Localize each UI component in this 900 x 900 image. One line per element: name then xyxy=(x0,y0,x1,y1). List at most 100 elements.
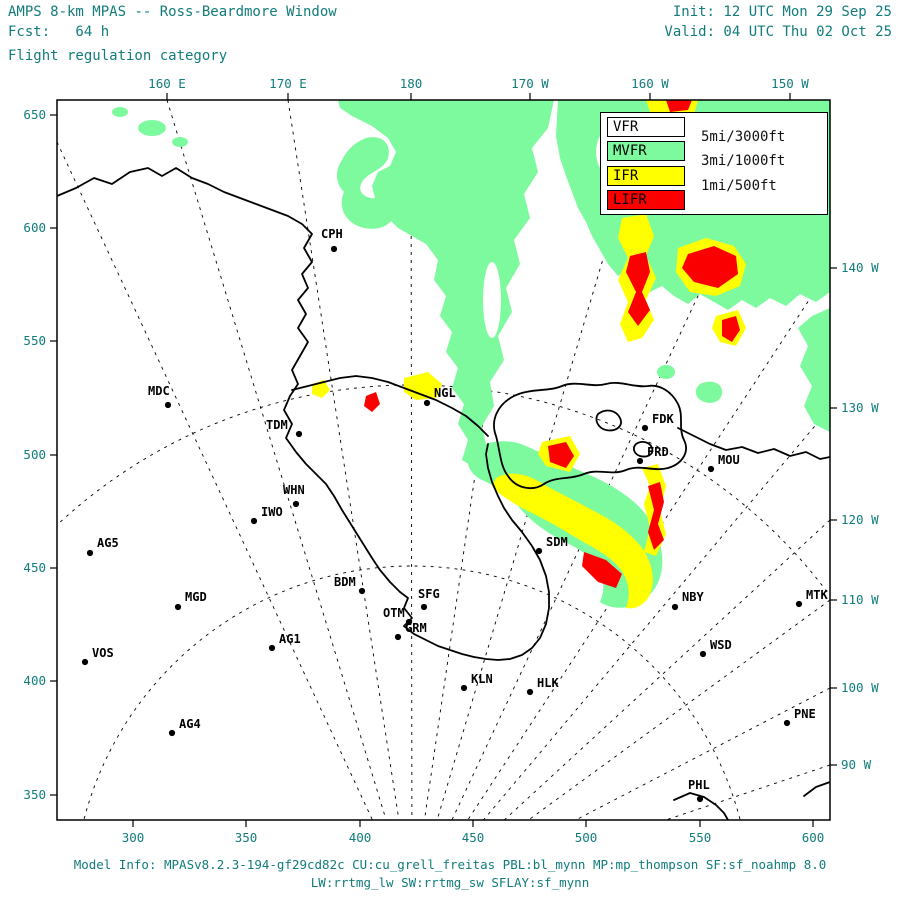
station-marker-AG1 xyxy=(268,644,276,652)
lifr-region xyxy=(548,442,574,468)
legend-label-lifr: LIFR xyxy=(613,191,647,208)
mvfr-region xyxy=(336,137,396,229)
station-marker-PHL xyxy=(696,795,704,803)
meridian-gridline xyxy=(467,267,830,820)
station-label-TDM: TDM xyxy=(266,418,288,432)
station-label-AG1: AG1 xyxy=(279,632,301,646)
legend-threshold-ifr: 1mi/500ft xyxy=(701,177,777,194)
axis-label-right: 90 W xyxy=(841,757,872,772)
axis-label-top: 160 E xyxy=(148,76,186,91)
lifr-region xyxy=(364,392,380,412)
axis-label-left: 650 xyxy=(23,107,46,122)
vfr-hole xyxy=(483,262,501,338)
axis-label-top: 150 W xyxy=(771,76,809,91)
meridian-gridline xyxy=(527,599,830,820)
station-label-MOU: MOU xyxy=(718,453,740,467)
mvfr-region xyxy=(695,381,723,403)
coastline-victoria-land xyxy=(57,167,550,661)
station-label-NGL: NGL xyxy=(434,386,456,400)
axis-label-top: 170 E xyxy=(269,76,307,91)
legend-row-lifr: LIFR xyxy=(607,189,821,211)
legend-swatch-mvfr: MVFR xyxy=(607,141,685,162)
station-label-GRM: GRM xyxy=(405,621,427,635)
station-marker-SFG xyxy=(420,603,428,611)
legend-swatch-ifr: IFR xyxy=(607,165,685,186)
axis-label-top: 170 W xyxy=(511,76,549,91)
axis-label-left: 450 xyxy=(23,560,46,575)
meridian-gridline xyxy=(664,764,830,820)
station-marker-SDM xyxy=(535,547,543,555)
model-info-line1: Model Info: MPASv8.2.3-194-gf29cd82c CU:… xyxy=(73,857,827,872)
legend-swatch-lifr: LIFR xyxy=(607,189,685,210)
station-label-FDK: FDK xyxy=(652,412,674,426)
axis-label-top: 180 xyxy=(400,76,423,91)
axis-label-bottom: 500 xyxy=(575,830,598,845)
lifr-region xyxy=(722,316,740,342)
station-marker-BDM xyxy=(358,587,366,595)
station-marker-HLK xyxy=(526,688,534,696)
axis-label-right: 100 W xyxy=(841,680,879,695)
map-border xyxy=(56,99,831,821)
coastline-east xyxy=(677,427,830,460)
legend-swatch-vfr: VFR xyxy=(607,117,685,137)
axis-label-right: 130 W xyxy=(841,400,879,415)
station-label-MTK: MTK xyxy=(806,588,828,602)
legend-row-mvfr: MVFR 3mi/1000ft xyxy=(607,140,821,169)
legend-threshold-mvfr: 3mi/1000ft xyxy=(701,153,786,170)
station-label-SDM: SDM xyxy=(546,535,568,549)
axis-label-right: 140 W xyxy=(841,260,879,275)
station-label-VOS: VOS xyxy=(92,646,114,660)
station-marker-IWO xyxy=(250,517,258,525)
axis-label-right: 110 W xyxy=(841,592,879,607)
station-marker-OTM xyxy=(405,618,413,626)
lifr-region xyxy=(626,252,650,326)
axis-label-top: 160 W xyxy=(631,76,669,91)
station-label-CPH: CPH xyxy=(321,227,343,241)
station-marker-WHN xyxy=(292,500,300,508)
axis-label-bottom: 350 xyxy=(235,830,258,845)
station-label-AG5: AG5 xyxy=(97,536,119,550)
station-label-HLK: HLK xyxy=(537,676,559,690)
coastline-right-corner xyxy=(803,781,830,797)
station-marker-MTK xyxy=(795,600,803,608)
station-marker-AG4 xyxy=(168,729,176,737)
legend-label-mvfr: MVFR xyxy=(613,143,647,160)
station-label-SFG: SFG xyxy=(418,587,440,601)
ifr-region xyxy=(404,372,442,400)
station-marker-TDM xyxy=(295,430,303,438)
station-label-FRD: FRD xyxy=(647,445,669,459)
station-label-PHL: PHL xyxy=(688,778,710,792)
axis-label-left: 400 xyxy=(23,673,46,688)
station-marker-WSD xyxy=(699,650,707,658)
axis-label-bottom: 600 xyxy=(802,830,825,845)
station-marker-NBY xyxy=(671,603,679,611)
station-label-MDC: MDC xyxy=(148,384,170,398)
lifr-region xyxy=(682,246,738,288)
axis-label-left: 600 xyxy=(23,220,46,235)
forecast-hour: Fcst: 64 h xyxy=(8,24,110,40)
valid-time: Valid: 04 UTC Thu 02 Oct 25 xyxy=(664,24,892,40)
island xyxy=(595,409,622,432)
legend-row-ifr: IFR 1mi/500ft xyxy=(607,165,821,194)
axis-label-right: 120 W xyxy=(841,512,879,527)
station-marker-FRD xyxy=(636,457,644,465)
station-marker-KLN xyxy=(460,684,468,692)
mvfr-region xyxy=(112,107,128,117)
station-marker-MGD xyxy=(174,603,182,611)
product-name: Flight regulation category xyxy=(8,48,228,64)
station-marker-PNE xyxy=(783,719,791,727)
island xyxy=(633,441,654,458)
station-marker-CPH xyxy=(330,245,338,253)
lifr-region xyxy=(648,482,664,550)
axis-label-left: 550 xyxy=(23,333,46,348)
station-label-BDM: BDM xyxy=(334,575,356,589)
station-marker-NGL xyxy=(423,399,431,407)
station-marker-AG5 xyxy=(86,549,94,557)
legend-label-vfr: VFR xyxy=(613,119,639,135)
station-label-MGD: MGD xyxy=(185,590,207,604)
station-label-WSD: WSD xyxy=(710,638,732,652)
axis-label-bottom: 450 xyxy=(462,830,485,845)
station-marker-FDK xyxy=(641,424,649,432)
